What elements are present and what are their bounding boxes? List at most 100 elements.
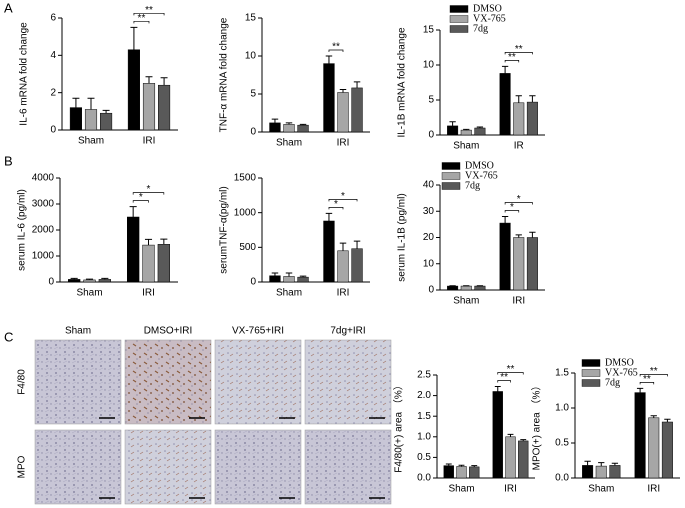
micrograph <box>304 339 392 425</box>
x-tick-label: Sham <box>453 296 479 307</box>
error-bar <box>325 55 333 64</box>
bar <box>492 391 503 479</box>
bar-chart: 0 500 1000 1500 serumTNF-α(pg/ml) Sham IRI ** <box>219 173 370 299</box>
x-tick-label: IRI <box>647 484 660 495</box>
significance-label: ** <box>515 44 523 55</box>
y-tick-label: 0 <box>428 130 434 141</box>
significance-label: * <box>510 202 514 213</box>
y-tick-label: 0.5 <box>417 452 431 463</box>
error-bar <box>476 126 484 128</box>
error-bar <box>271 272 279 276</box>
error-bar <box>285 122 293 125</box>
bar <box>634 392 646 479</box>
error-bar <box>101 277 109 280</box>
column-label: 7dg+IRI <box>330 326 365 337</box>
error-bar <box>87 97 95 110</box>
y-tick-label: 10 <box>423 60 435 71</box>
significance-bracket <box>132 192 165 195</box>
bar <box>526 237 538 291</box>
bar <box>351 248 363 283</box>
bar <box>474 127 486 136</box>
bar <box>283 124 295 133</box>
error-bar <box>130 26 138 50</box>
significance-label: * <box>517 194 521 205</box>
micrograph <box>34 429 122 505</box>
x-tick-label: Sham <box>588 484 614 495</box>
legend-label: DMSO <box>605 357 634 368</box>
x-tick-label: Sham <box>276 138 302 149</box>
bar <box>661 421 673 479</box>
y-tick-label: 4000 <box>32 173 55 184</box>
significance-label: ** <box>507 364 515 375</box>
error-bar <box>515 95 522 103</box>
x-tick-label: Sham <box>76 288 102 299</box>
legend-swatch <box>449 5 469 13</box>
legend-label: 7dg <box>605 377 620 388</box>
bar-chart: 0 10 20 30 40 serum IL-1B (pg/ml) Sham IRI ** DMS… <box>397 160 545 307</box>
panel-label: C <box>4 329 13 344</box>
significance-label: * <box>147 184 151 195</box>
micrograph <box>124 429 212 505</box>
bar <box>609 465 621 479</box>
legend-swatch <box>449 25 469 33</box>
significance-label: * <box>334 199 338 210</box>
legend-swatch <box>441 182 461 190</box>
error-bar <box>598 462 605 467</box>
error-bar <box>458 464 465 467</box>
panel-label: A <box>4 0 13 15</box>
significance-bracket <box>504 210 520 213</box>
bar <box>505 436 516 479</box>
legend-label: 7dg <box>465 180 480 191</box>
bar <box>100 112 113 131</box>
bar <box>337 92 349 133</box>
significance-label: ** <box>145 5 153 16</box>
legend-swatch <box>581 379 601 387</box>
column-label: VX-765+IRI <box>232 326 284 337</box>
legend-label: DMSO <box>465 160 494 171</box>
significance-bracket <box>497 372 524 375</box>
micrograph <box>124 339 212 425</box>
micrograph <box>214 339 302 425</box>
bar <box>351 87 363 133</box>
y-axis-label: IL-1B mRNA fold change <box>397 27 408 137</box>
y-tick-label: 40 <box>423 180 435 191</box>
bar <box>269 275 281 283</box>
y-tick-label: 1.5 <box>555 368 569 379</box>
significance-label: ** <box>643 374 651 385</box>
bar <box>127 216 140 283</box>
significance-bracket <box>504 202 533 205</box>
significance-bracket <box>504 60 520 63</box>
bar <box>582 465 594 479</box>
y-tick-label: 2.5 <box>417 370 431 381</box>
error-bar <box>501 216 509 224</box>
bar <box>447 285 459 291</box>
x-tick-label: IRI <box>504 484 517 495</box>
significance-label: * <box>341 191 345 202</box>
column-label: DMSO+IRI <box>144 326 193 337</box>
error-bar <box>664 418 671 422</box>
error-bar <box>611 462 619 466</box>
error-bar <box>353 81 361 88</box>
y-tick-label: 30 <box>423 206 435 217</box>
error-bar <box>529 95 536 103</box>
significance-bracket <box>328 49 344 52</box>
y-tick-label: 6 <box>50 13 56 24</box>
bar <box>499 222 511 291</box>
y-tick-label: 10 <box>245 51 257 62</box>
x-tick-label: IRI <box>143 136 156 147</box>
y-tick-label: 1000 <box>234 207 257 218</box>
significance-label: * <box>139 192 143 203</box>
legend-swatch <box>581 359 601 367</box>
y-tick-label: 1.0 <box>417 431 431 442</box>
x-tick-label: IRI <box>337 138 350 149</box>
error-bar <box>85 278 94 280</box>
error-bar <box>520 439 527 441</box>
x-tick-label: IRI <box>142 288 155 299</box>
error-bar <box>70 277 78 280</box>
y-tick-label: 5 <box>428 95 434 106</box>
significance-bracket <box>504 52 533 55</box>
error-bar <box>299 123 307 126</box>
bar <box>157 244 170 283</box>
bar <box>443 465 454 479</box>
